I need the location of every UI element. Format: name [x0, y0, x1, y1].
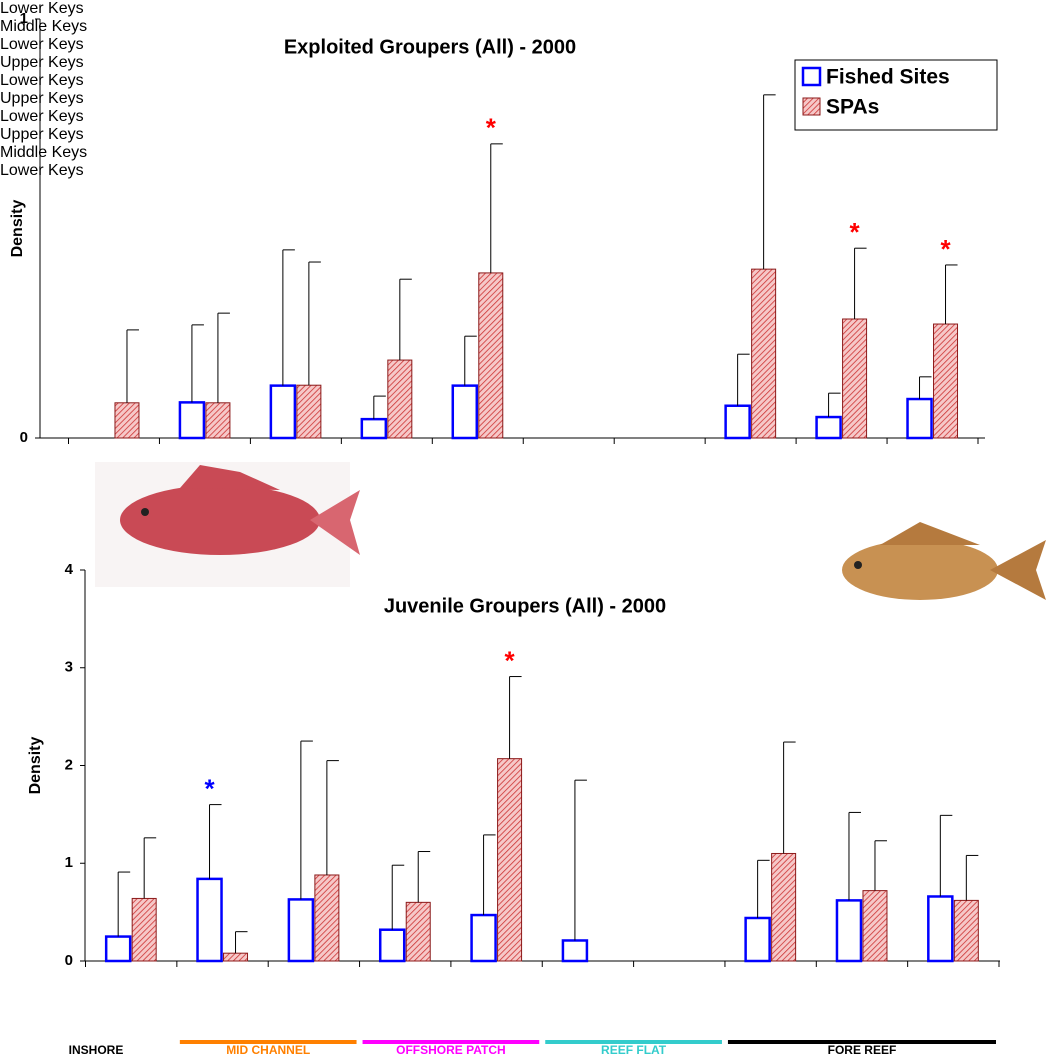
error-bar	[210, 805, 222, 879]
error-bar	[940, 815, 952, 896]
error-bar	[301, 741, 313, 899]
y-axis-label: Density	[9, 200, 26, 258]
bar	[115, 403, 139, 438]
bar	[297, 385, 321, 438]
bar	[224, 953, 248, 961]
chart-title: Exploited Groupers (All) - 2000	[284, 36, 576, 58]
zone-label: INSHORE	[69, 1043, 124, 1057]
bar	[380, 930, 404, 961]
bar	[472, 915, 496, 961]
bar	[406, 902, 430, 961]
error-bar	[400, 279, 412, 360]
bar	[817, 417, 841, 438]
error-bar	[465, 336, 477, 385]
error-bar	[491, 144, 503, 273]
bar	[206, 403, 230, 438]
error-bar	[510, 677, 522, 759]
significance-marker: *	[204, 773, 215, 803]
legend-label: Fished Sites	[826, 66, 950, 89]
significance-marker: *	[850, 217, 861, 247]
zone-label: REEF FLAT	[601, 1043, 667, 1057]
y-tick-label: 4	[65, 561, 74, 578]
error-bar	[309, 262, 321, 385]
y-tick-label: 0	[20, 429, 28, 446]
error-bar	[875, 841, 887, 891]
error-bar	[144, 838, 156, 899]
y-axis-label: Density	[27, 737, 44, 795]
bar	[453, 386, 477, 438]
bar	[106, 937, 130, 961]
error-bar	[418, 852, 430, 903]
legend-swatch	[803, 98, 820, 115]
chart-title: Juvenile Groupers (All) - 2000	[384, 595, 666, 617]
bar	[271, 386, 295, 438]
bar	[752, 269, 776, 438]
error-bar	[784, 742, 796, 853]
bar	[563, 940, 587, 961]
zone-label: FORE REEF	[828, 1043, 897, 1057]
error-bar	[849, 812, 861, 900]
significance-marker: *	[505, 645, 516, 675]
error-bar	[829, 393, 841, 417]
bar	[132, 898, 156, 961]
significance-marker: *	[486, 113, 497, 143]
bar	[479, 273, 503, 438]
bar	[837, 900, 861, 961]
error-bar	[218, 313, 230, 403]
chart: 0 1 Exploited Groupers (All) - 2000 Density…	[0, 0, 1048, 1057]
legend-swatch	[803, 68, 820, 85]
error-bar	[118, 872, 130, 937]
y-tick-label: 0	[65, 952, 73, 969]
error-bar	[236, 932, 248, 954]
y-tick-label: 3	[65, 659, 73, 676]
significance-marker: *	[940, 234, 951, 264]
bar	[843, 319, 867, 438]
error-bar	[738, 354, 750, 406]
bar	[863, 891, 887, 961]
error-bar	[920, 377, 932, 399]
error-bar	[327, 761, 339, 875]
error-bar	[484, 835, 496, 915]
bar	[198, 879, 222, 961]
bar	[362, 419, 386, 438]
error-bar	[392, 865, 404, 930]
bar	[726, 406, 750, 438]
y-tick-label: 1	[65, 854, 73, 871]
bar	[289, 899, 313, 961]
error-bar	[764, 95, 776, 269]
y-tick-label: 2	[65, 756, 73, 773]
error-bar	[127, 330, 139, 403]
y-tick-label: 1	[20, 10, 28, 27]
error-bar	[966, 855, 978, 900]
error-bar	[283, 250, 295, 386]
fish-illustration-brown	[842, 522, 1046, 600]
fish-illustration-red	[95, 462, 360, 587]
bar	[388, 360, 412, 438]
error-bar	[946, 265, 958, 324]
error-bar	[758, 860, 770, 918]
error-bar	[855, 248, 867, 319]
bar	[908, 399, 932, 438]
page: 0 1 Exploited Groupers (All) - 2000 Density…	[0, 0, 1048, 1057]
error-bar	[575, 780, 587, 940]
bar	[772, 853, 796, 961]
bar	[928, 896, 952, 961]
bar	[180, 402, 204, 438]
zone-label: MID CHANNEL	[226, 1043, 310, 1057]
bar	[954, 900, 978, 961]
legend-label: SPAs	[826, 96, 879, 119]
bar	[498, 759, 522, 961]
bar	[934, 324, 958, 438]
bar	[746, 918, 770, 961]
error-bar	[192, 325, 204, 403]
bar	[315, 875, 339, 961]
zone-label: OFFSHORE PATCH	[396, 1043, 506, 1057]
error-bar	[374, 396, 386, 419]
